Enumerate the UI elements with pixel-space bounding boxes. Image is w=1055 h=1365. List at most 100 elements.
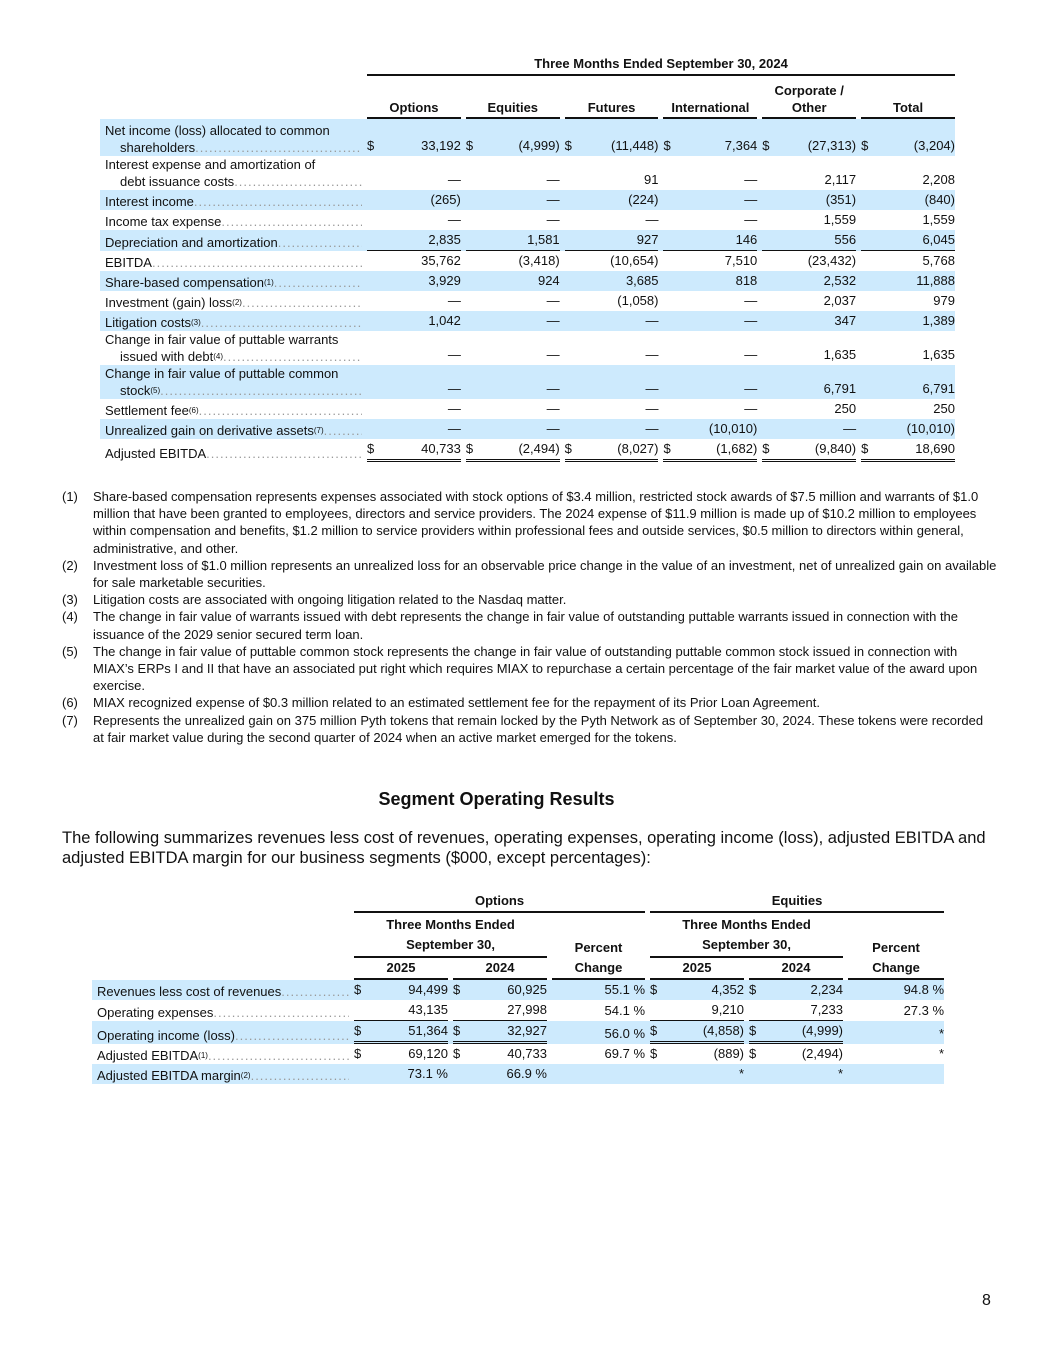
value: 1,559 [823, 212, 857, 227]
row-label: Revenues less cost of revenues..........… [92, 980, 349, 1000]
value: 27.3 % [903, 1003, 945, 1018]
footnote-ref: (1) [264, 278, 274, 287]
value-cell: 27.3 % [843, 1000, 944, 1021]
value-cell: $ (889) [645, 1044, 744, 1064]
footnote-number: (1) [62, 489, 78, 504]
value: (351) [825, 192, 857, 207]
value-cell: 1,635 [856, 331, 955, 365]
row-label: Adjusted EBITDA (1)......................… [97, 1048, 349, 1063]
value-cell: (23,432) [757, 251, 856, 271]
label-text: Operating expenses [97, 1005, 214, 1020]
value-cell: $33,192 [362, 119, 461, 156]
value-cell: 6,791 [856, 365, 955, 399]
table-row: Depreciation and amortization...........… [100, 230, 955, 251]
dollar-sign: $ [354, 1046, 362, 1061]
value-cell: $69,120 [349, 1044, 448, 1064]
value-cell: 27,998 [448, 1000, 547, 1021]
value: 146 [735, 232, 758, 247]
value: — [645, 421, 659, 436]
row-label: Interest income.........................… [100, 190, 363, 210]
value-cell: — [362, 210, 461, 230]
value: 69,120 [408, 1046, 448, 1061]
value: — [546, 293, 560, 308]
value: — [546, 347, 560, 362]
value: (1,058) [617, 293, 659, 308]
value-cell: 1,581 [460, 230, 560, 251]
footnote: (4) The change in fair value of warrants … [62, 608, 997, 642]
value-cell: — [658, 210, 757, 230]
value: 4,352 [711, 982, 745, 997]
value-cell [843, 1064, 945, 1084]
footnote-ref: (2) [232, 298, 242, 307]
dollar-sign: $ [354, 982, 362, 997]
label-text: Depreciation and amortization [105, 235, 278, 250]
dollar-sign: $ [465, 441, 474, 456]
value: 7,510 [724, 253, 758, 268]
row-label: Investment (gain) loss (2)...............… [105, 295, 362, 310]
value-cell: $ (27,313) [757, 119, 857, 156]
footnote-number: (5) [62, 643, 78, 659]
year-header: 2025 [645, 958, 745, 980]
value-cell: 91 [560, 156, 658, 190]
value: 2,117 [824, 172, 857, 187]
value-cell: — [362, 365, 461, 399]
year-header: 2025 [349, 958, 448, 980]
value: * [938, 1026, 945, 1041]
dollar-sign: $ [749, 1046, 757, 1061]
dollar-sign: $ [749, 1023, 757, 1038]
value-cell: 55.1 % [547, 980, 646, 1000]
row-label: Income tax expense......................… [105, 214, 362, 229]
value-cell: * [843, 1021, 945, 1044]
segment-results-table: Options Equities Three Months Ended Septemb… [92, 893, 945, 1084]
label-text: Revenues less cost of revenues [97, 984, 282, 999]
row-label: Adjusted EBITDA margin (2)...............… [92, 1064, 349, 1084]
dollar-sign: $ [564, 441, 572, 456]
table-row: Adjusted EBITDA.........................… [100, 439, 955, 462]
value: — [546, 401, 560, 416]
value: 9,210 [711, 1002, 745, 1017]
value-cell: 69.7 % [547, 1044, 645, 1064]
label-line1: Net income (loss) allocated to common [105, 123, 330, 138]
value-cell: — [757, 419, 857, 439]
footnote-number: (6) [62, 695, 78, 711]
dollar-sign: $ [861, 441, 869, 456]
dollar-sign: $ [650, 1046, 658, 1061]
table-row: Share-based compensation (1).............… [100, 271, 955, 291]
year-header: 2024 [744, 958, 844, 980]
label-line2: issued with debt [120, 349, 214, 364]
column-header: Options [362, 76, 461, 119]
footnote-ref: (7) [313, 426, 324, 435]
percent-change-header: Change [843, 958, 945, 980]
dollar-sign: $ [453, 1046, 461, 1061]
table-row: Operating income (loss).................… [92, 1021, 945, 1044]
table-row: Revenues less cost of revenues..........… [92, 980, 945, 1000]
label-text: Adjusted EBITDA [105, 446, 207, 461]
value: (2,494) [801, 1046, 844, 1061]
table-row: Interest income.........................… [100, 190, 955, 210]
value: — [546, 313, 560, 328]
value: 51,364 [408, 1023, 448, 1038]
value: (3,418) [518, 253, 560, 268]
value: * [938, 1046, 945, 1061]
value-cell: — [658, 331, 757, 365]
value: — [744, 212, 758, 227]
value: 66.9 % [506, 1066, 547, 1081]
ebitda-reconciliation-table: Three Months Ended September 30, 2024 Opt… [100, 56, 955, 462]
dollar-sign: $ [367, 138, 375, 153]
value: — [546, 192, 560, 207]
value: 6,045 [922, 232, 955, 247]
value: (3,204) [913, 138, 955, 153]
footnotes: (1) Share-based compensation represents e… [62, 488, 997, 746]
footnote-text: Litigation costs are associated with ong… [93, 592, 567, 608]
value: 979 [933, 293, 955, 308]
value: 94.8 % [903, 982, 945, 997]
value-cell: 250 [856, 399, 955, 419]
dollar-sign: $ [861, 138, 869, 153]
value: 18,690 [915, 441, 955, 456]
column-header: Equities [461, 76, 560, 119]
value-cell: — [362, 399, 461, 419]
value-cell: * [645, 1064, 745, 1084]
value: — [447, 347, 461, 362]
value: — [546, 212, 560, 227]
